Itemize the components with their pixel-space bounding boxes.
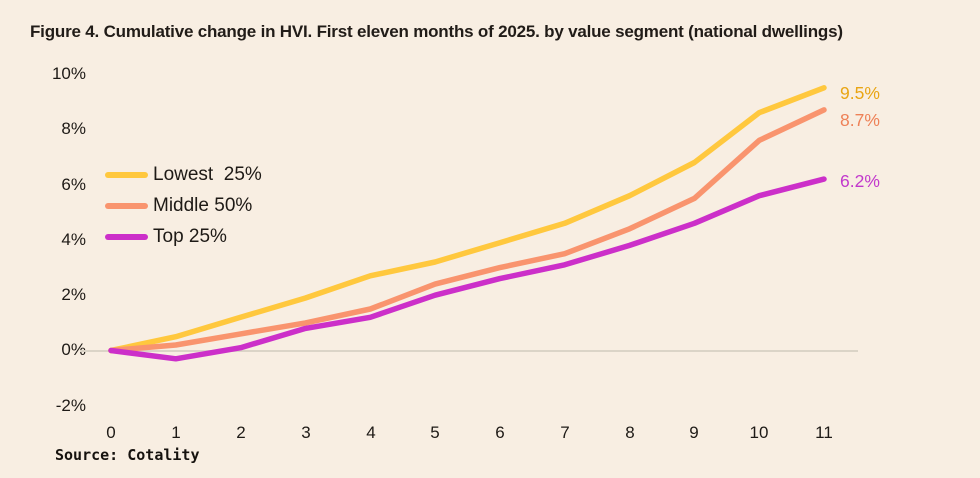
x-axis-tick: 7 — [560, 423, 570, 442]
y-axis-tick: 2% — [61, 285, 86, 304]
series-end-label: 9.5% — [840, 83, 880, 103]
x-axis-tick: 3 — [301, 423, 311, 442]
legend-label: Lowest 25% — [153, 163, 262, 185]
x-axis-tick: 0 — [106, 423, 116, 442]
y-axis-tick: 8% — [61, 119, 86, 138]
x-axis-tick: 8 — [625, 423, 635, 442]
source-note: Source: Cotality — [55, 446, 200, 464]
y-axis-tick: 6% — [61, 175, 86, 194]
x-axis-tick: 1 — [171, 423, 181, 442]
x-axis-tick: 5 — [430, 423, 440, 442]
legend: Lowest 25% Middle 50% Top 25% — [105, 159, 262, 252]
x-axis-tick: 10 — [749, 423, 769, 442]
y-axis-tick: -2% — [55, 396, 86, 415]
legend-swatch — [105, 202, 148, 209]
x-axis-tick: 4 — [366, 423, 376, 442]
x-axis-tick: 2 — [236, 423, 246, 442]
legend-label: Middle 50% — [153, 194, 253, 216]
legend-item: Middle 50% — [105, 190, 262, 221]
series-end-label: 6.2% — [840, 171, 880, 191]
y-axis-tick: 4% — [61, 230, 86, 249]
y-axis-tick: 10% — [51, 64, 86, 83]
x-axis-tick: 11 — [815, 423, 833, 442]
legend-swatch — [105, 233, 148, 240]
legend-swatch — [105, 171, 148, 178]
legend-item: Top 25% — [105, 221, 262, 252]
x-axis-tick: 6 — [495, 423, 505, 442]
y-axis-tick: 0% — [61, 340, 86, 359]
figure-title: Figure 4. Cumulative change in HVI. Firs… — [30, 22, 843, 41]
zero-gridline — [80, 350, 858, 352]
legend-item: Lowest 25% — [105, 159, 262, 190]
series-end-label: 8.7% — [840, 110, 880, 130]
x-axis-tick: 9 — [689, 423, 699, 442]
legend-label: Top 25% — [153, 225, 227, 247]
